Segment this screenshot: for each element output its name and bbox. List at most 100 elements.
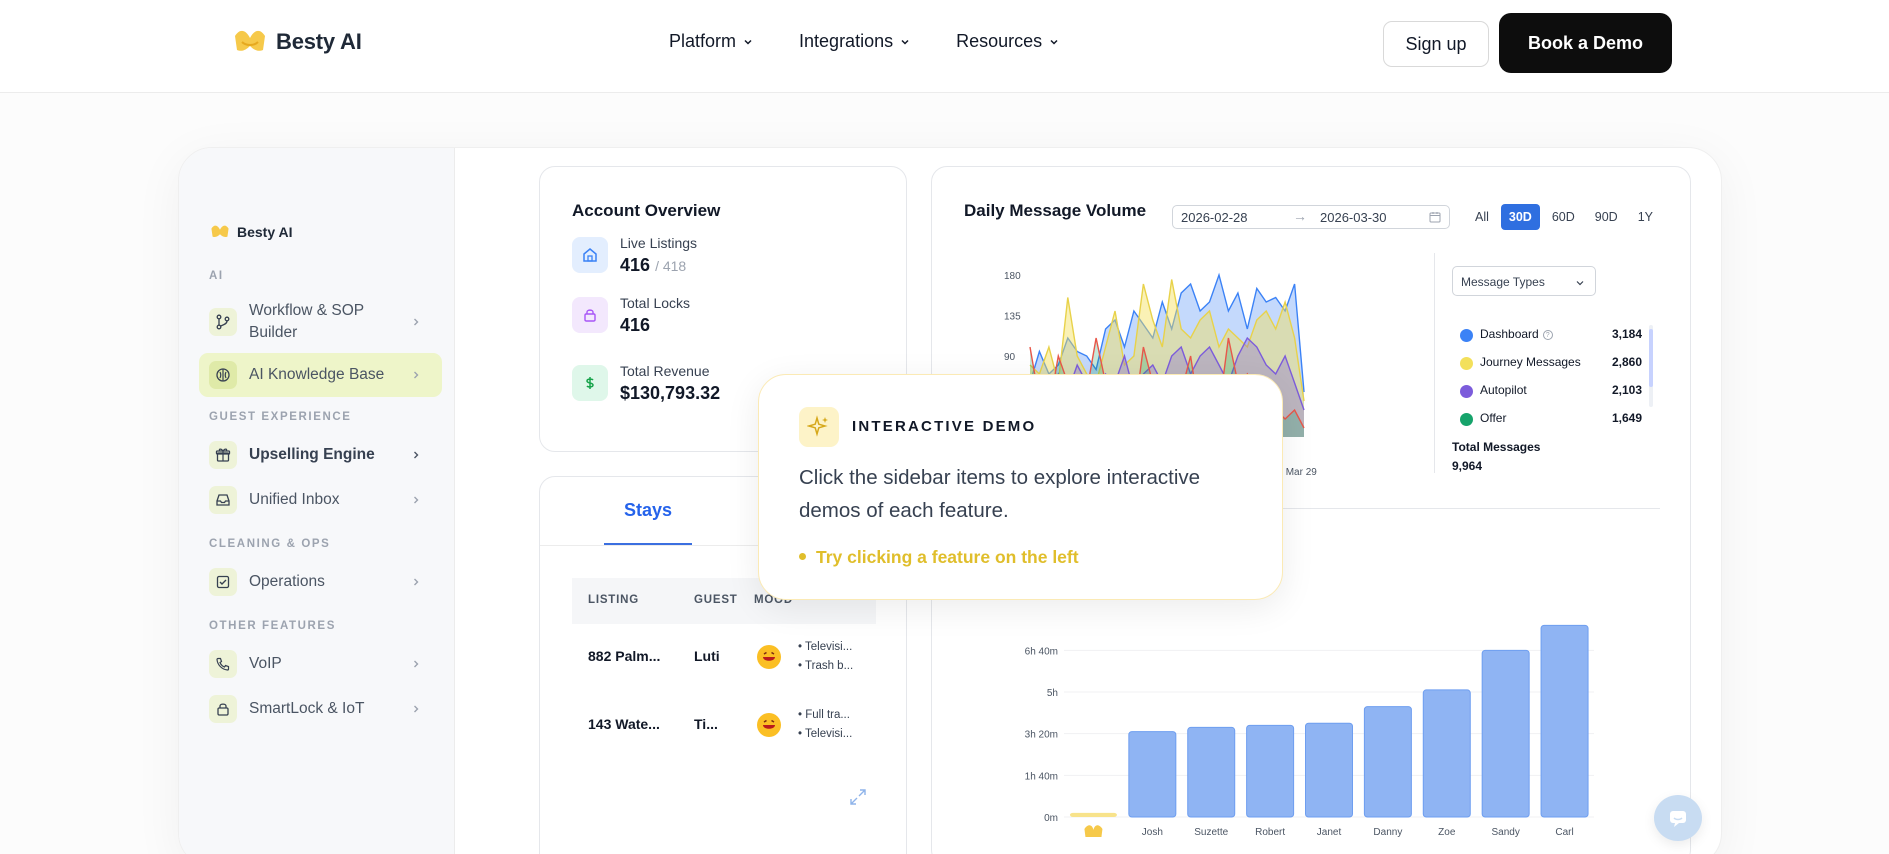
y-tick-label: 90 [1004, 352, 1016, 363]
bar [1540, 624, 1589, 818]
info-icon[interactable]: ? [1542, 330, 1553, 340]
note-item: • Televisi... [798, 728, 853, 740]
brand-name: Besty AI [276, 29, 362, 54]
sidebar-item-workflow[interactable]: Workflow & SOP Builder [199, 298, 442, 346]
table-row[interactable]: 882 Palm... Luti • Televisi... • Trash b… [572, 624, 876, 692]
sidebar-item-unified-inbox[interactable]: Unified Inbox [199, 478, 442, 522]
gift-icon [209, 441, 237, 469]
table-header: LISTING GUEST MOOD [572, 578, 876, 624]
daily-volume-title: Daily Message Volume [964, 201, 1147, 220]
signup-button[interactable]: Sign up [1383, 21, 1489, 67]
series-line-autopilot [1029, 336, 1305, 411]
message-types-select[interactable]: Message Types [1452, 266, 1596, 296]
grinning-emoji-icon [757, 645, 781, 669]
chevron-right-icon [414, 318, 419, 326]
menu-resources[interactable]: Resources [956, 31, 1060, 52]
chevron-right-icon [414, 660, 419, 668]
notes-cell: • Televisi... • Trash b... [798, 638, 853, 676]
sidebar-brand: Besty AI [209, 224, 293, 240]
stays-card: Stays LISTING GUEST MOOD 882 Palm... Lut… [539, 476, 907, 854]
bar [1305, 722, 1353, 818]
range-1y[interactable]: 1Y [1637, 210, 1654, 224]
x-tick-label: Sandy [1491, 827, 1519, 838]
book-demo-button[interactable]: Book a Demo [1499, 13, 1672, 73]
bar [1187, 726, 1236, 818]
date-range-picker[interactable]: 2026-02-28 → 2026-03-30 [1172, 205, 1450, 229]
total-locks-value: 416 [620, 315, 651, 335]
x-tick-label: Zoe [1438, 827, 1456, 838]
legend-swatch [1460, 357, 1473, 370]
legend-item-offer[interactable]: Offer 1,649 [1452, 409, 1642, 429]
chevron-right-icon [414, 496, 419, 504]
legend-count: 2,103 [1611, 383, 1642, 397]
sidebar-item-smartlock[interactable]: SmartLock & IoT [199, 687, 442, 731]
legend-swatch [1460, 413, 1473, 426]
lock-icon [572, 297, 608, 333]
y-tick-label: 5h [1047, 688, 1058, 699]
range-30d[interactable]: 30D [1500, 204, 1540, 230]
lock-icon [209, 695, 237, 723]
sidebar-item-label: SmartLock & IoT [249, 700, 365, 717]
x-tick-label: Josh [1142, 827, 1163, 838]
sidebar-item-knowledge-base[interactable]: AI Knowledge Base [199, 353, 442, 397]
expand-icon[interactable] [848, 787, 868, 807]
range-60d[interactable]: 60D [1551, 210, 1575, 224]
brand[interactable]: Besty AI [232, 28, 362, 56]
legend-item-journey[interactable]: Journey Messages 2,860 [1452, 353, 1642, 373]
tab-divider [540, 545, 906, 546]
response-time-bar-chart: 6h 40m 5h 3h 20m 1h 40m 0m Josh Suzette Robert J… [1025, 624, 1594, 838]
legend-item-autopilot[interactable]: Autopilot 2,103 [1452, 381, 1642, 401]
chevron-down-icon [1576, 281, 1584, 286]
tab-stays[interactable]: Stays [604, 477, 692, 545]
sidebar-item-upselling[interactable]: Upselling Engine [199, 433, 442, 477]
sidebar-item-label: Unified Inbox [249, 491, 340, 508]
range-all[interactable]: All [1475, 210, 1489, 224]
menu-integrations[interactable]: Integrations [799, 31, 911, 52]
popup-text: Click the sidebar items to explore inter… [799, 466, 1201, 522]
legend-count: 2,860 [1611, 355, 1642, 369]
besty-logo-icon [211, 225, 229, 238]
legend-item-dashboard[interactable]: Dashboard? 3,184 [1452, 325, 1642, 345]
y-tick-label: 6h 40m [1025, 646, 1058, 657]
sidebar-item-label: Upselling Engine [249, 446, 375, 463]
interactive-demo-popup: INTERACTIVE DEMO Click the sidebar items… [758, 374, 1283, 600]
sidebar-item-voip[interactable]: VoIP [199, 642, 442, 686]
section-other-features: OTHER FEATURES [209, 620, 336, 632]
calendar-icon [1429, 212, 1441, 223]
listing-cell: 882 Palm... [588, 648, 661, 664]
y-tick-label: 180 [1004, 271, 1021, 282]
chat-launcher-button[interactable] [1654, 795, 1702, 841]
menu-platform[interactable]: Platform [669, 31, 754, 52]
legend-scrollbar-thumb[interactable] [1649, 329, 1653, 387]
checklist-icon [209, 568, 237, 596]
guest-cell: Luti [694, 648, 720, 664]
live-listings-stat: Live Listings 416 / 418 [572, 235, 697, 276]
workflow-icon [209, 308, 237, 336]
notes-cell: • Full tra... • Televisi... [798, 706, 852, 744]
arrow-right-icon: → [1293, 208, 1307, 224]
x-tick-label: Robert [1255, 827, 1285, 838]
x-tick-label: Danny [1373, 827, 1402, 838]
table-row[interactable]: 143 Wate... Ti... • Full tra... • Televi… [572, 692, 876, 760]
home-icon [572, 237, 608, 273]
chevron-right-icon [414, 705, 419, 713]
popup-hint-text: Try clicking a feature on the left [816, 547, 1079, 567]
phone-icon [209, 650, 237, 678]
bullet-dot [799, 553, 806, 560]
bar [1481, 649, 1530, 818]
sidebar-item-label: VoIP [249, 655, 282, 672]
legend-count: 1,649 [1611, 411, 1642, 425]
top-navigation: Besty AI Platform Integrations Resources… [0, 0, 1889, 93]
section-ai: AI [209, 270, 224, 282]
sidebar-item-label: Workflow & SOP Builder [249, 302, 364, 341]
total-revenue-label: Total Revenue [620, 363, 710, 379]
popup-hint: Try clicking a feature on the left [799, 547, 1079, 568]
chevron-down-icon [744, 39, 752, 45]
dollar-icon [572, 365, 608, 401]
legend-name-text: Dashboard [1480, 327, 1539, 341]
sidebar-item-label: AI Knowledge Base [249, 366, 385, 383]
sidebar-item-operations[interactable]: Operations [199, 560, 442, 604]
chevron-down-icon [1050, 39, 1058, 45]
chat-icon [1670, 811, 1686, 827]
range-90d[interactable]: 90D [1594, 210, 1618, 224]
